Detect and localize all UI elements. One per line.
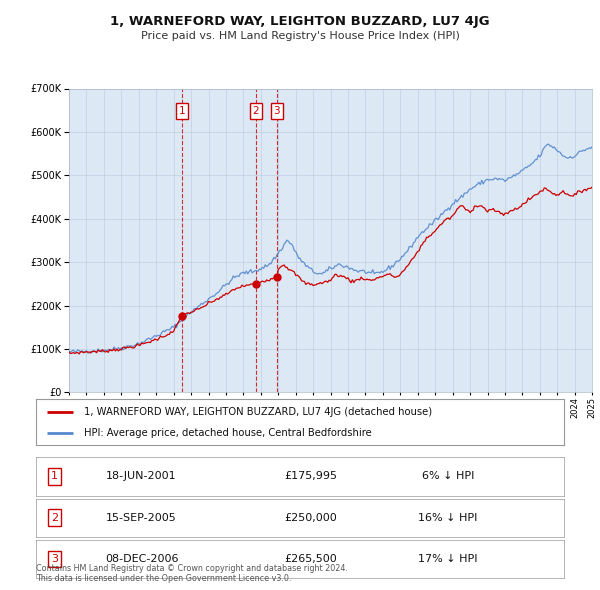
Text: 2: 2	[253, 106, 259, 116]
Text: 1: 1	[51, 471, 58, 481]
Text: 3: 3	[51, 554, 58, 564]
Text: 1, WARNEFORD WAY, LEIGHTON BUZZARD, LU7 4JG (detached house): 1, WARNEFORD WAY, LEIGHTON BUZZARD, LU7 …	[83, 407, 431, 417]
Text: 1, WARNEFORD WAY, LEIGHTON BUZZARD, LU7 4JG: 1, WARNEFORD WAY, LEIGHTON BUZZARD, LU7 …	[110, 15, 490, 28]
Text: 3: 3	[274, 106, 280, 116]
Text: 2: 2	[51, 513, 58, 523]
Text: Price paid vs. HM Land Registry's House Price Index (HPI): Price paid vs. HM Land Registry's House …	[140, 31, 460, 41]
Text: 6% ↓ HPI: 6% ↓ HPI	[422, 471, 474, 481]
Text: £175,995: £175,995	[284, 471, 337, 481]
Text: Contains HM Land Registry data © Crown copyright and database right 2024.
This d: Contains HM Land Registry data © Crown c…	[36, 563, 348, 583]
Text: £250,000: £250,000	[284, 513, 337, 523]
Text: 16% ↓ HPI: 16% ↓ HPI	[418, 513, 478, 523]
Text: HPI: Average price, detached house, Central Bedfordshire: HPI: Average price, detached house, Cent…	[83, 428, 371, 438]
Text: 15-SEP-2005: 15-SEP-2005	[106, 513, 177, 523]
Text: £265,500: £265,500	[284, 554, 337, 564]
Text: 17% ↓ HPI: 17% ↓ HPI	[418, 554, 478, 564]
Text: 1: 1	[178, 106, 185, 116]
Text: 08-DEC-2006: 08-DEC-2006	[105, 554, 178, 564]
Text: 18-JUN-2001: 18-JUN-2001	[106, 471, 177, 481]
